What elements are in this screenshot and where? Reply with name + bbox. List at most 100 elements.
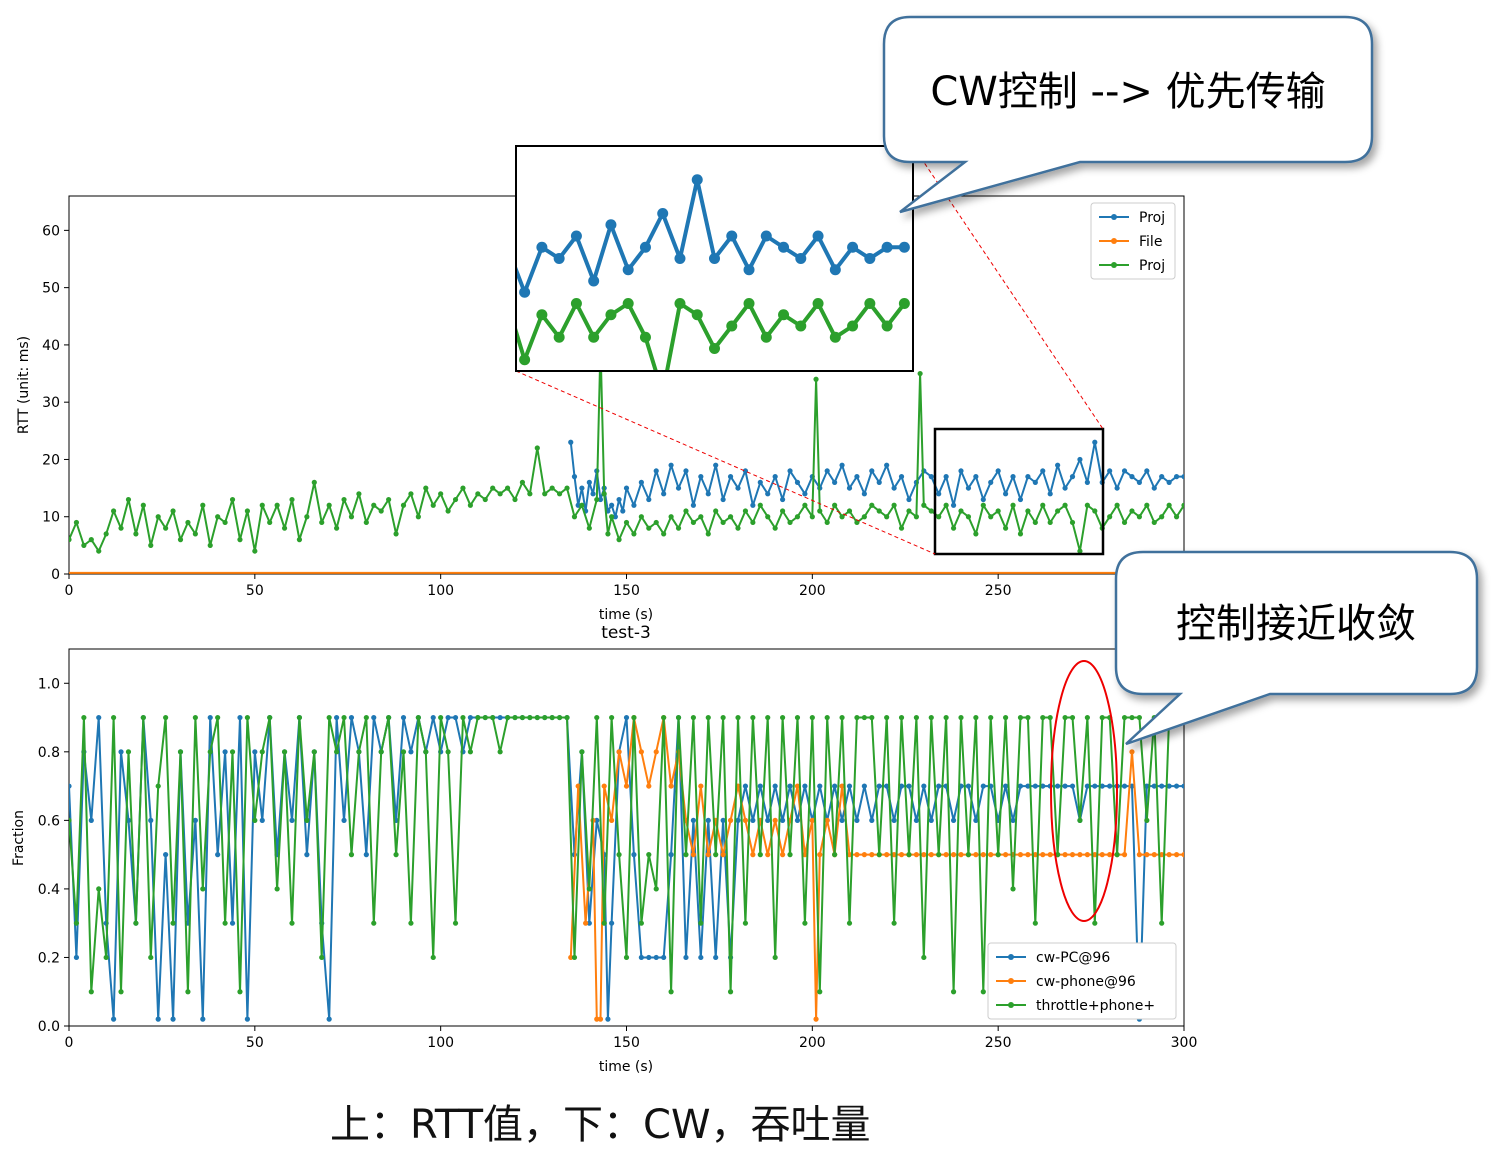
x-tick-label: 100	[427, 583, 454, 599]
data-point	[620, 508, 626, 514]
data-point	[304, 817, 310, 823]
data-point	[1121, 852, 1128, 858]
data-point	[605, 531, 611, 537]
data-point	[557, 714, 563, 721]
data-point	[913, 714, 920, 721]
data-point	[861, 714, 867, 721]
data-point	[215, 514, 221, 520]
data-point	[356, 491, 362, 497]
data-point	[244, 714, 250, 721]
data-point	[259, 502, 265, 508]
data-point	[750, 519, 756, 526]
data-point	[363, 714, 369, 721]
data-point	[1055, 508, 1061, 514]
data-point	[69, 817, 72, 823]
data-point	[705, 852, 711, 858]
data-point	[802, 502, 808, 508]
inset-data-point	[588, 275, 600, 287]
data-point	[638, 920, 644, 926]
inset-data-point	[674, 253, 686, 264]
data-point	[118, 989, 124, 995]
data-point	[586, 886, 592, 892]
inset-data-point	[639, 241, 651, 253]
data-point	[1040, 468, 1046, 474]
data-point	[289, 496, 295, 503]
data-point	[1159, 852, 1165, 858]
data-point	[616, 749, 622, 755]
data-point	[348, 852, 355, 858]
data-point	[1092, 783, 1098, 789]
legend-marker	[1111, 238, 1117, 244]
data-point	[713, 954, 719, 961]
data-point	[73, 519, 80, 526]
data-point	[1025, 508, 1031, 514]
data-point	[363, 519, 369, 526]
x-tick-label: 150	[613, 583, 640, 599]
data-point	[623, 954, 630, 961]
data-point	[698, 783, 704, 789]
data-point	[341, 496, 347, 503]
data-point	[690, 714, 697, 721]
y-tick-label: 0.6	[38, 813, 60, 829]
data-point	[846, 508, 853, 514]
data-point	[787, 783, 793, 789]
data-point	[133, 531, 139, 537]
inset-data-point	[847, 320, 859, 332]
legend-label: Proj	[1139, 210, 1165, 226]
data-point	[813, 376, 819, 382]
inset-data-point	[536, 309, 548, 321]
data-point	[1017, 783, 1024, 789]
data-point	[861, 491, 867, 497]
data-point	[690, 852, 697, 858]
data-point	[594, 496, 600, 503]
data-point	[713, 508, 719, 514]
data-point	[1062, 783, 1068, 789]
data-point	[809, 817, 815, 823]
data-point	[1069, 783, 1076, 789]
data-point	[995, 852, 1001, 858]
data-point	[653, 886, 659, 892]
data-point	[568, 954, 574, 961]
data-point	[1062, 852, 1068, 858]
data-point	[780, 496, 786, 503]
data-point	[348, 714, 355, 721]
data-point	[274, 502, 280, 508]
inset-data-point	[605, 219, 617, 231]
data-point	[765, 514, 771, 520]
data-point	[720, 496, 726, 503]
data-point	[423, 749, 429, 755]
data-point	[631, 852, 637, 858]
data-point	[579, 485, 585, 491]
data-point	[1136, 852, 1142, 858]
data-point	[690, 502, 697, 508]
legend-marker	[1008, 1002, 1014, 1008]
data-point	[1069, 852, 1076, 858]
data-point	[824, 714, 830, 721]
fraction-y-axis-label: Fraction	[11, 810, 27, 866]
data-point	[950, 989, 957, 995]
fraction-x-axis-label: time (s)	[599, 1059, 653, 1075]
data-point	[1040, 714, 1046, 721]
data-point	[609, 817, 615, 823]
rtt-y-axis-label: RTT (unit: ms)	[16, 336, 32, 434]
data-point	[140, 714, 146, 721]
x-tick-label: 300	[1171, 1035, 1198, 1051]
data-point	[1055, 852, 1061, 858]
data-point	[958, 714, 964, 721]
inset-data-point	[588, 331, 600, 343]
data-point	[742, 920, 749, 926]
data-point	[921, 954, 927, 961]
data-point	[765, 491, 771, 497]
data-point	[96, 886, 102, 892]
fraction-chart-title: test-3	[601, 623, 651, 643]
data-point	[1107, 852, 1113, 858]
data-point	[267, 714, 273, 721]
data-point	[802, 852, 808, 858]
data-point	[237, 714, 243, 721]
data-point	[1129, 749, 1135, 755]
data-point	[1069, 474, 1076, 480]
data-point	[571, 474, 578, 480]
inset-data-point	[829, 264, 841, 276]
data-point	[898, 525, 905, 531]
data-point	[534, 714, 540, 721]
